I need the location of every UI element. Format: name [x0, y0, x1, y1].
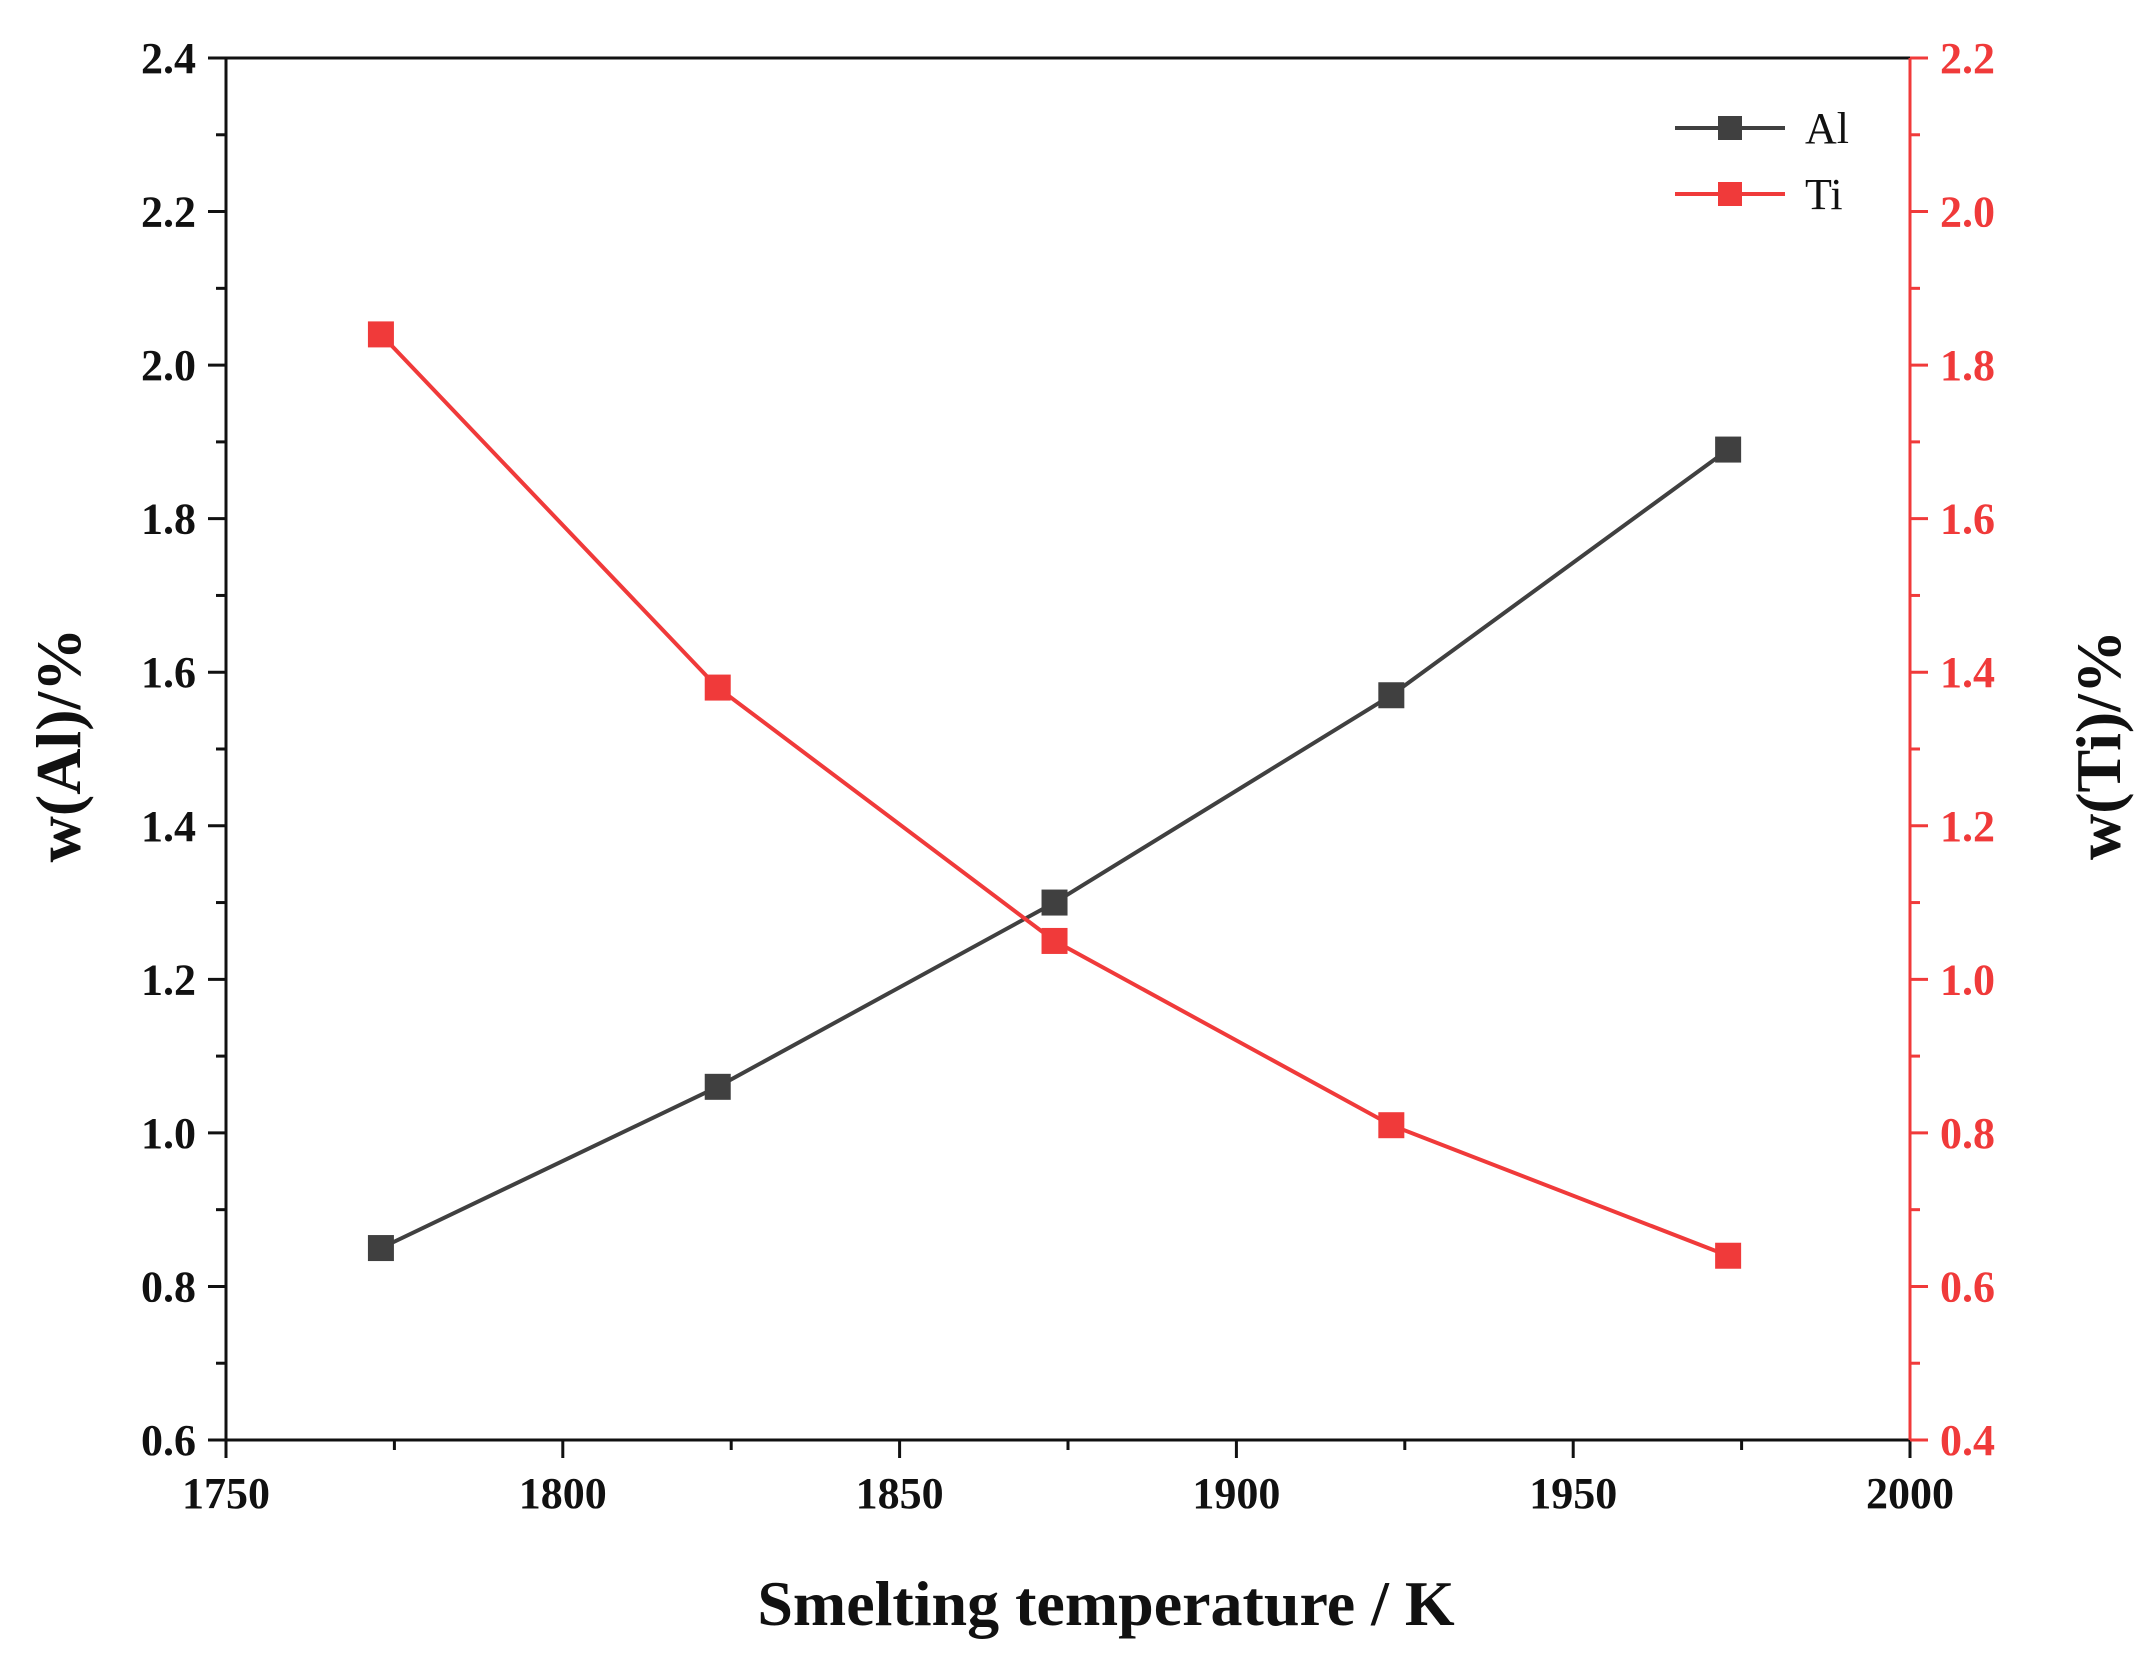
y-left-tick-label: 2.2 [141, 188, 196, 237]
data-point-ti [1715, 1242, 1742, 1269]
y-left-tick-label: 1.6 [141, 648, 196, 697]
y-left-tick-label: 0.8 [141, 1262, 196, 1311]
y-right-tick-label: 1.8 [1940, 341, 1995, 390]
data-point-ti [367, 321, 394, 348]
y-right-tick-label: 0.6 [1940, 1262, 1995, 1311]
legend-marker-al [1718, 116, 1742, 140]
plot-frame [224, 56, 1912, 1442]
y-left-tick-label: 2.0 [141, 341, 196, 390]
y-left-tick-label: 1.2 [141, 955, 196, 1004]
y-left-tick-label: 2.4 [141, 34, 196, 83]
data-point-ti [1041, 927, 1068, 954]
y-left-tick-label: 1.4 [141, 802, 196, 851]
data-point-ti [704, 674, 731, 701]
legend-marker-ti [1718, 182, 1742, 206]
y-right-tick-label: 1.0 [1940, 955, 1995, 1004]
data-point-al [1715, 436, 1742, 463]
x-tick-label: 1800 [519, 1469, 607, 1518]
x-axis: 1750 1800 1850 1900 1950 2000 [182, 1440, 1954, 1518]
x-tick-label: 1850 [856, 1469, 944, 1518]
legend-label-ti: Ti [1805, 170, 1843, 219]
y-left-tick-label: 1.0 [141, 1109, 196, 1158]
y-left-tick-label: 0.6 [141, 1416, 196, 1465]
y-axis-left: 0.6 0.8 1.0 1.2 1.4 1.6 1.8 2.0 2.2 2.4 [141, 34, 226, 1465]
x-axis-title: Smelting temperature / K [757, 1568, 1455, 1639]
y-right-tick-label: 0.4 [1940, 1416, 1995, 1465]
y-right-tick-label: 2.2 [1940, 34, 1995, 83]
series-layer [367, 321, 1742, 1269]
y-right-tick-label: 1.6 [1940, 495, 1995, 544]
y-right-tick-label: 0.8 [1940, 1109, 1995, 1158]
series-line-al [380, 447, 1730, 1250]
data-point-al [367, 1235, 394, 1262]
series-line-ti [379, 333, 1729, 1258]
x-tick-label: 1750 [182, 1469, 270, 1518]
y-right-tick-label: 1.4 [1940, 648, 1995, 697]
y-axis-right-title: w(Ti)/% [2063, 630, 2134, 860]
y-right-tick-label: 1.2 [1940, 802, 1995, 851]
y-right-tick-label: 2.0 [1940, 188, 1995, 237]
legend: Al Ti [1675, 104, 1849, 219]
data-point-ti [1378, 1112, 1405, 1139]
x-tick-label: 2000 [1866, 1469, 1954, 1518]
y-axis-right: 0.4 0.6 0.8 1.0 1.2 1.4 1.6 1.8 2.0 2.2 [1910, 34, 1995, 1465]
data-point-al [1378, 682, 1405, 709]
data-point-al [1041, 889, 1068, 916]
y-left-tick-label: 1.8 [141, 495, 196, 544]
x-tick-label: 1900 [1192, 1469, 1280, 1518]
y-axis-left-title: w(Al)/% [23, 628, 94, 863]
data-point-al [704, 1073, 731, 1100]
x-tick-label: 1950 [1529, 1469, 1617, 1518]
legend-label-al: Al [1805, 104, 1849, 153]
